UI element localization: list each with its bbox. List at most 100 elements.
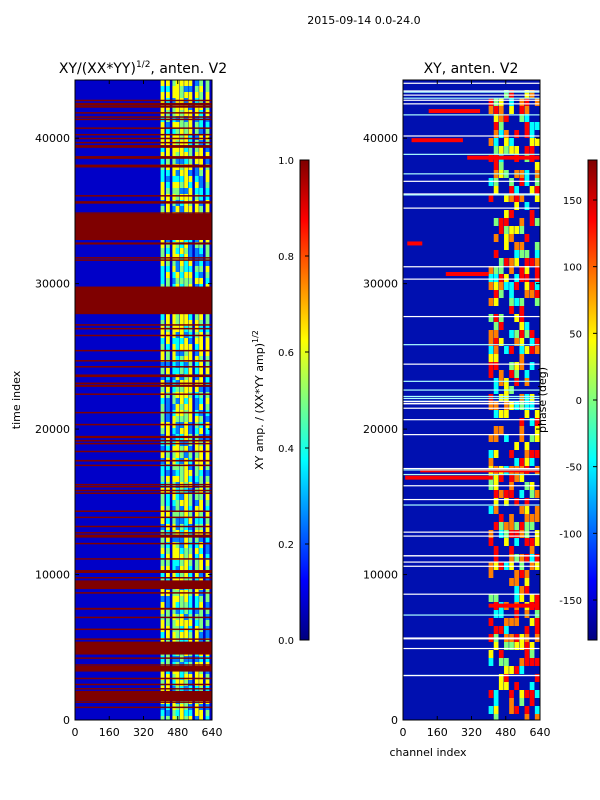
right-heatmap-cell [519, 178, 525, 186]
left-heatmap-cell [199, 356, 204, 362]
right-heatmap-cell [524, 586, 530, 594]
left-heatmap-cell [179, 464, 184, 470]
left-heatmap-cell [179, 206, 184, 212]
right-heatmap-cell [519, 338, 525, 346]
right-heatmap-cell [509, 530, 514, 538]
left-heatmap-cell [179, 338, 184, 344]
left-heatmap-cell [184, 128, 189, 134]
left-heatmap-cell [160, 176, 165, 182]
right-heatmap-cell [534, 514, 540, 522]
left-heatmap-cell [172, 512, 177, 518]
left-heatmap-cell [160, 344, 165, 350]
left-heatmap-cell [194, 266, 199, 272]
right-heatmap-cell [488, 346, 494, 354]
right-phase-streak [411, 138, 463, 143]
left-heatmap-cell [160, 548, 165, 554]
left-heatmap-cell [172, 446, 177, 452]
left-heatmap-cell [184, 512, 189, 518]
left-saturated-row [75, 166, 212, 168]
left-heatmap-cell [184, 338, 189, 344]
left-heatmap-cell [160, 386, 165, 392]
left-heatmap-cell [179, 716, 184, 720]
left-saturated-row [75, 375, 212, 378]
left-saturated-row [75, 112, 212, 114]
left-heatmap-cell [172, 80, 177, 86]
right-heatmap-cell [529, 658, 535, 666]
right-heatmap-cell [493, 498, 499, 506]
left-saturated-row [75, 485, 212, 488]
right-heatmap-cell [524, 450, 530, 458]
right-heatmap-cell [493, 490, 499, 498]
colorbar-tick-label: 100 [563, 263, 582, 274]
left-heatmap-cell [165, 638, 170, 644]
left-heatmap-cell [172, 134, 177, 140]
left-heatmap-cell [165, 152, 170, 158]
left-heatmap-cell [165, 464, 170, 470]
left-heatmap-cell [205, 194, 210, 200]
right-heatmap-cell [498, 266, 504, 274]
right-heatmap-cell [529, 218, 535, 226]
left-heatmap-cell [179, 404, 184, 410]
left-heatmap-cell [175, 260, 180, 266]
right-heatmap-cell [493, 714, 499, 720]
left-heatmap-cell [160, 80, 165, 86]
left-heatmap-cell [160, 710, 165, 716]
right-heatmap-cell [519, 570, 525, 578]
left-heatmap-cell [188, 122, 193, 128]
left-heatmap-cell [160, 392, 165, 398]
left-heatmap-cell [160, 416, 165, 422]
right-heatmap-cell [493, 330, 499, 338]
right-heatmap-cell [509, 194, 514, 202]
left-heatmap-cell [205, 536, 210, 542]
right-heatmap-cell [509, 546, 514, 554]
left-heatmap-cell [194, 260, 199, 266]
right-flagged-row [403, 90, 540, 92]
right-heatmap-cell [529, 514, 535, 522]
left-heatmap-cell [165, 206, 170, 212]
right-flagged-row [403, 97, 540, 99]
left-heatmap-cell [179, 542, 184, 548]
right-x-axis-label: channel index [389, 746, 467, 759]
right-heatmap-cell [519, 554, 525, 562]
left-heatmap-cell [172, 638, 177, 644]
right-heatmap-cell [524, 106, 530, 114]
right-heatmap-cell [493, 594, 499, 602]
right-heatmap-cell [514, 274, 520, 282]
left-heatmap-cell [205, 494, 210, 500]
left-heatmap-cell [179, 674, 184, 680]
left-heatmap-cell [175, 470, 180, 476]
left-heatmap-cell [179, 656, 184, 662]
left-heatmap-cell [199, 368, 204, 374]
right-heatmap-cell [509, 370, 514, 378]
right-heatmap-cell [524, 146, 530, 154]
right-heatmap-cell [529, 682, 535, 690]
right-heatmap-cell [524, 402, 530, 410]
left-heatmap-cell [205, 554, 210, 560]
left-heatmap-cell [194, 560, 199, 566]
left-heatmap-cell [160, 146, 165, 152]
right-heatmap-cell [524, 122, 530, 130]
left-heatmap-cell [205, 542, 210, 548]
left-saturated-block [75, 580, 212, 590]
right-heatmap-cell [519, 586, 525, 594]
left-heatmap-cell [160, 464, 165, 470]
right-heatmap-cell [524, 458, 530, 466]
left-heatmap-cell [165, 602, 170, 608]
right-heatmap-cell [498, 474, 504, 482]
right-heatmap-cell [514, 282, 520, 290]
right-heatmap-cell [524, 442, 530, 450]
right-flagged-row [403, 637, 540, 639]
left-heatmap-cell [165, 80, 170, 86]
left-heatmap-cell [160, 602, 165, 608]
right-heatmap-cell [504, 258, 509, 266]
right-flagged-row [403, 400, 540, 403]
left-heatmap-cell [172, 320, 177, 326]
left-heatmap-cell [188, 362, 193, 368]
left-heatmap-cell [205, 608, 210, 614]
left-heatmap-cell [165, 362, 170, 368]
right-heatmap-cell [534, 554, 540, 562]
left-heatmap-cell [165, 512, 170, 518]
left-heatmap-cell [172, 350, 177, 356]
left-heatmap-cell [160, 542, 165, 548]
left-heatmap-cell [199, 158, 204, 164]
